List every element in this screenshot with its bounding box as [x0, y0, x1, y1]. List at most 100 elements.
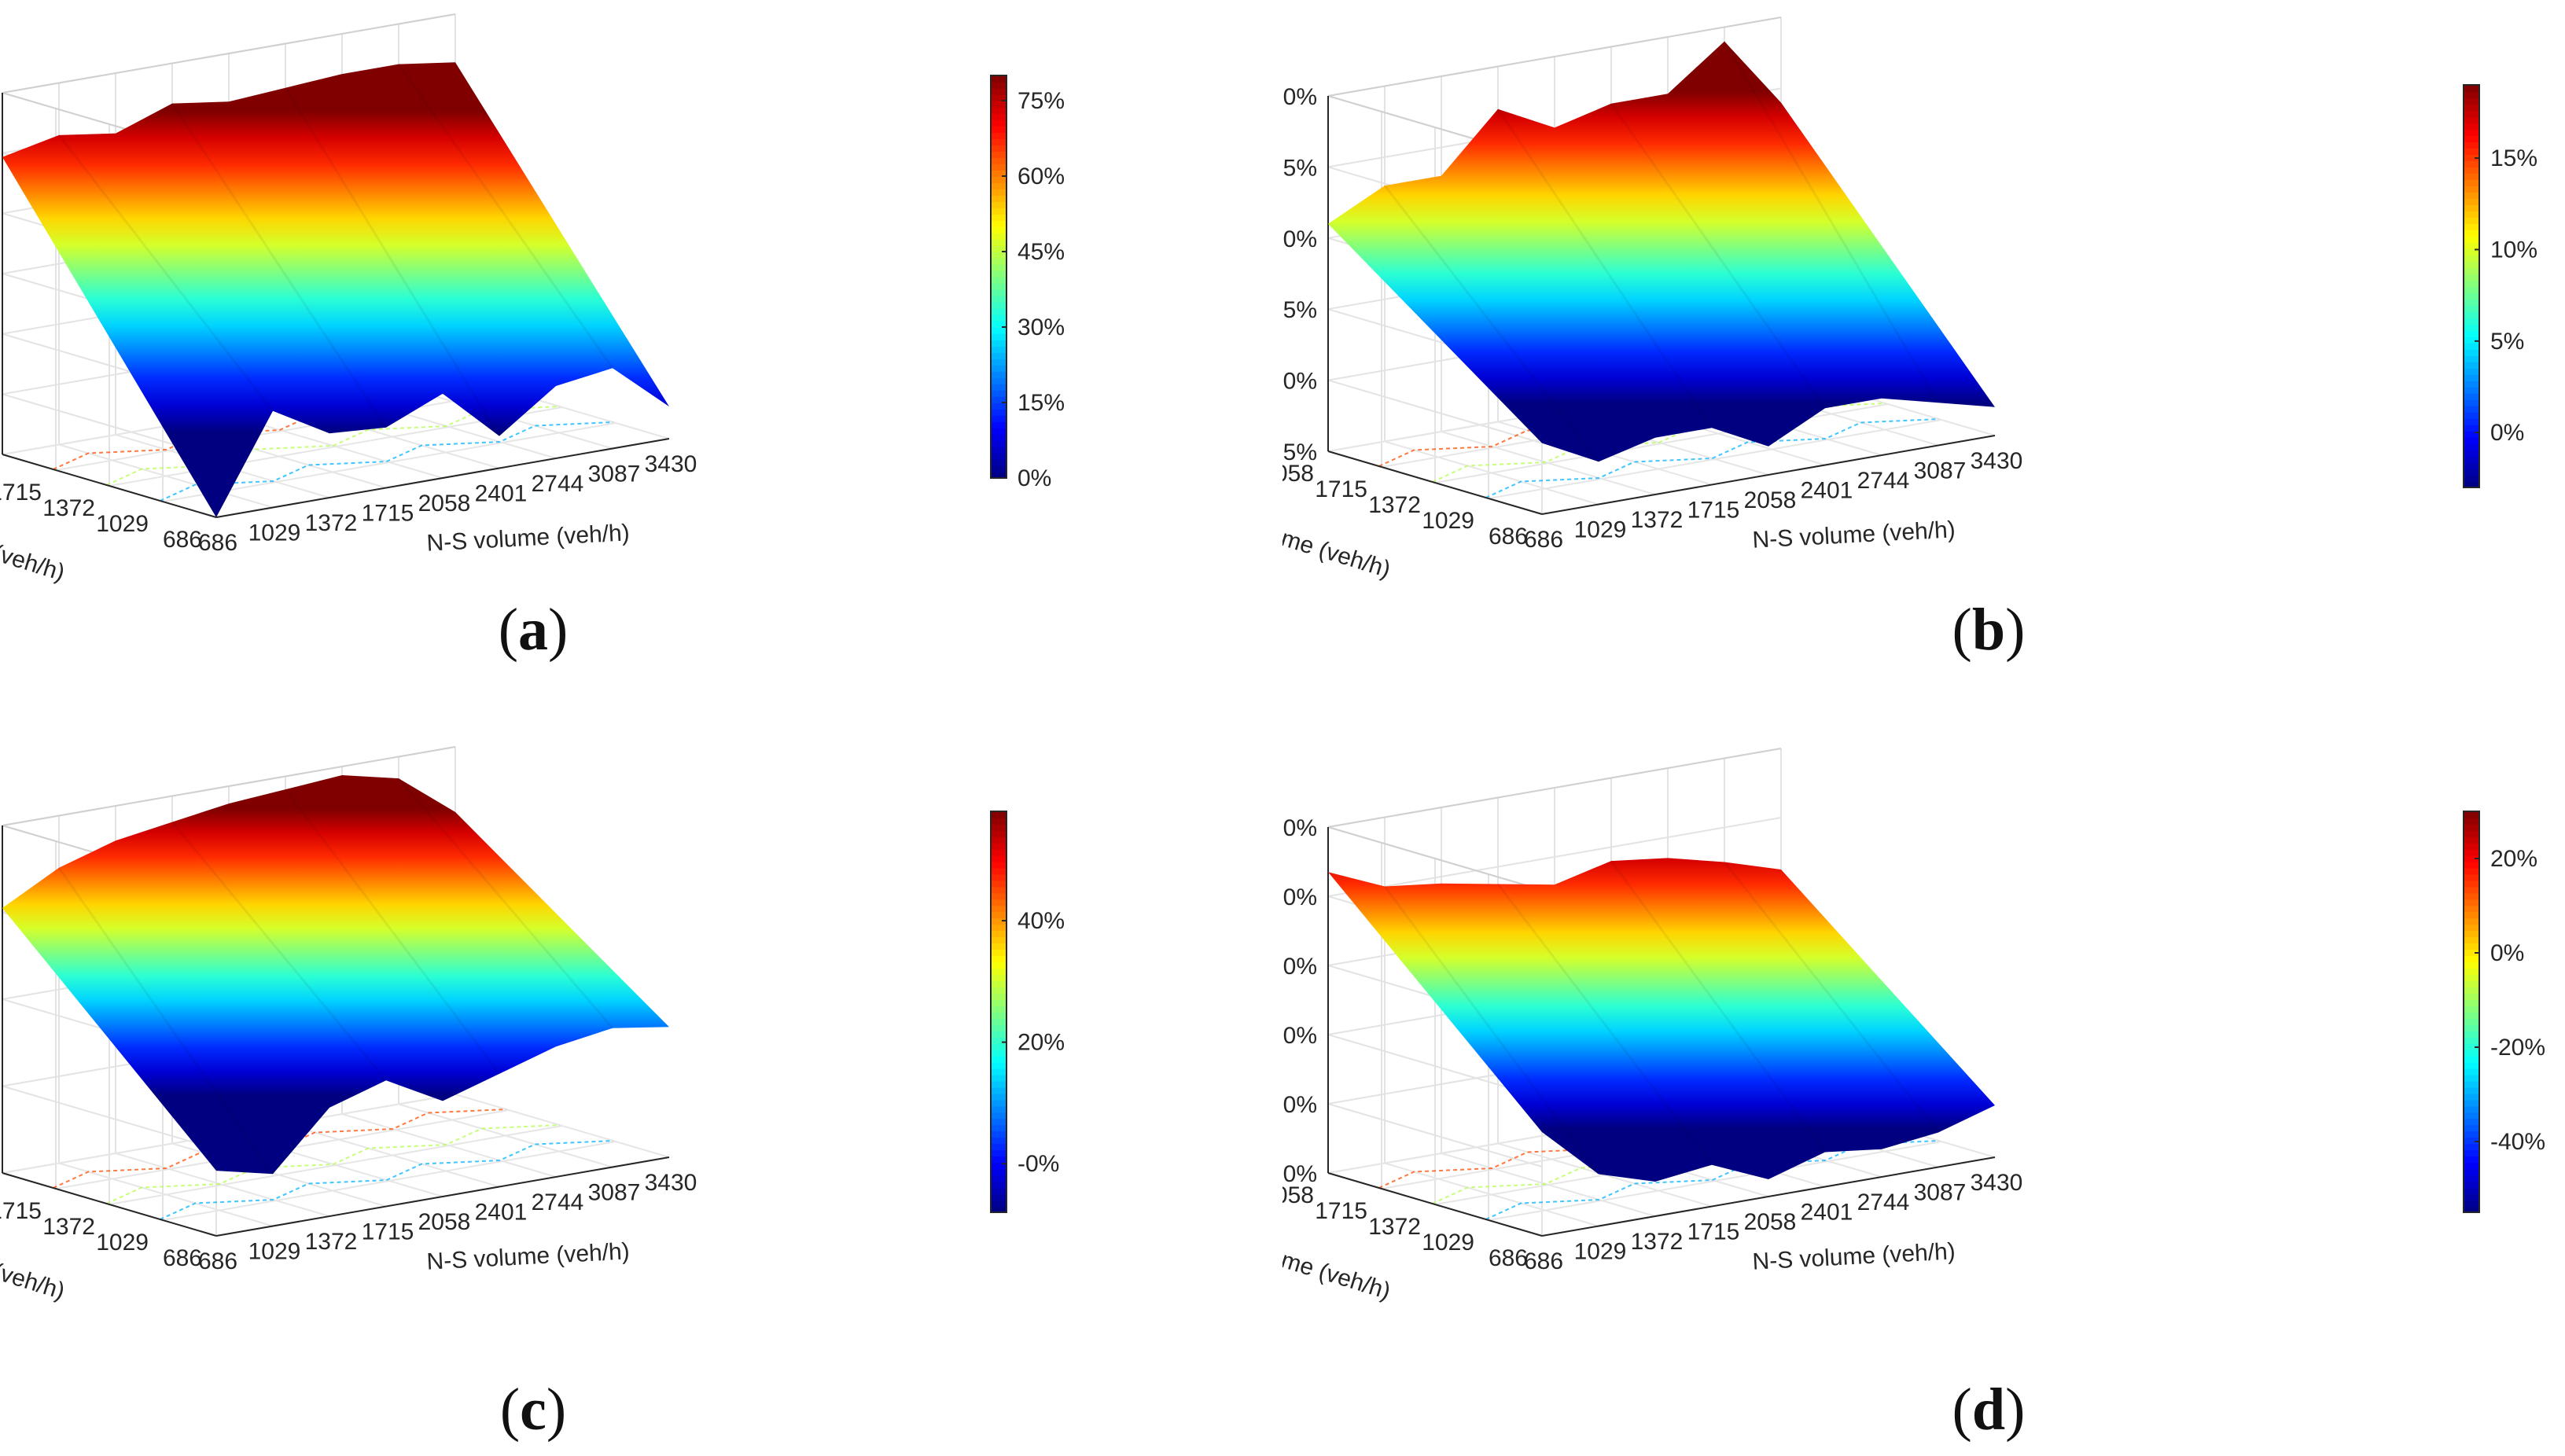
colorbar-segment — [2464, 91, 2479, 98]
ns-tick-label: 3087 — [588, 461, 641, 487]
ns-tick-label: 2058 — [1744, 1209, 1797, 1235]
colorbar-segment — [991, 1030, 1006, 1038]
colorbar-segment — [2464, 186, 2479, 193]
z-tick-label: 40% — [1282, 815, 1317, 841]
colorbar-segment — [2464, 1080, 2479, 1088]
colorbar-segment — [991, 1074, 1006, 1082]
ew-tick-label: 1715 — [0, 1198, 42, 1224]
ns-tick-label: 1029 — [1574, 517, 1627, 543]
colorbar-segment — [991, 119, 1006, 127]
ns-tick-label: 1715 — [1687, 1219, 1740, 1245]
colorbar-segment — [2464, 292, 2479, 300]
colorbar-segment — [2464, 330, 2479, 337]
colorbar-segment — [991, 421, 1006, 428]
colorbar-segment — [991, 82, 1006, 89]
data-surface — [1328, 858, 1995, 1182]
colorbar-segment — [991, 164, 1006, 171]
colorbar-segment — [2464, 1162, 2479, 1170]
colorbar-segment — [991, 811, 1006, 818]
colorbar-segment — [2464, 311, 2479, 318]
z-tick-label: 20% — [1282, 84, 1317, 110]
colorbar-segment — [2464, 418, 2479, 425]
ns-tick-label: 686 — [1524, 1248, 1563, 1274]
colorbar-segment — [991, 440, 1006, 447]
colorbar-tick-label: -20% — [2490, 1035, 2545, 1061]
colorbar-segment — [991, 252, 1006, 259]
colorbar-segment — [991, 409, 1006, 416]
colorbar-segment — [2464, 374, 2479, 381]
ns-tick-label: 2744 — [532, 471, 584, 497]
ew-tick-label: 1372 — [42, 495, 95, 521]
colorbar-segment — [991, 861, 1006, 869]
colorbar-segment — [2464, 1068, 2479, 1075]
colorbar-segment — [2464, 324, 2479, 331]
ns-tick-label: 1372 — [1631, 1229, 1684, 1255]
colorbar-segment — [991, 434, 1006, 441]
colorbar-segment — [991, 245, 1006, 252]
z-tick-label: -40% — [1282, 1092, 1317, 1118]
surface-ridge — [1383, 185, 1600, 463]
colorbar-tick-label: 60% — [1018, 164, 1065, 189]
colorbar-segment — [2464, 204, 2479, 211]
colorbar-segment — [2464, 1181, 2479, 1188]
ns-tick-label: 3430 — [1971, 1170, 2023, 1196]
ns-tick-label: 2058 — [418, 1209, 471, 1235]
colorbar-segment — [2464, 1012, 2479, 1019]
colorbar-tick-label: -40% — [2490, 1129, 2545, 1155]
colorbar-segment — [2464, 811, 2479, 818]
colorbar-segment — [991, 924, 1006, 932]
colorbar-segment — [991, 818, 1006, 825]
colorbar-segment — [2464, 1124, 2479, 1132]
colorbar-segment — [991, 1124, 1006, 1132]
colorbar-segment — [991, 428, 1006, 435]
colorbar-segment — [991, 873, 1006, 881]
colorbar-segment — [991, 855, 1006, 862]
colorbar-segment — [2464, 362, 2479, 369]
ns-tick-label: 1372 — [305, 510, 358, 536]
surface-chart-c: -20%0%20%40%60%6861029137217152058240127… — [0, 746, 1065, 1304]
ew-tick-label: 1372 — [42, 1214, 95, 1240]
colorbar-segment — [2464, 355, 2479, 362]
colorbar-segment — [2464, 154, 2479, 161]
colorbar-segment — [991, 88, 1006, 95]
colorbar-segment — [991, 201, 1006, 208]
colorbar-segment — [2464, 230, 2479, 237]
z-tick-label: -5% — [1282, 439, 1317, 465]
colorbar-segment — [991, 145, 1006, 152]
ns-tick-label: 2058 — [1744, 487, 1797, 513]
colorbar-segment — [2464, 1131, 2479, 1138]
ns-tick-label: 3087 — [1914, 1180, 1967, 1206]
colorbar-segment — [991, 113, 1006, 120]
y-axis-line — [1327, 1172, 1543, 1237]
ns-tick-label: 2744 — [1857, 468, 1910, 494]
colorbar-tick-label: 45% — [1018, 239, 1065, 265]
data-surface — [2, 775, 669, 1175]
colorbar-segment — [2464, 255, 2479, 262]
colorbar-segment — [2464, 1061, 2479, 1069]
colorbar-segment — [2464, 974, 2479, 981]
colorbar-segment — [2464, 481, 2479, 488]
colorbar-segment — [2464, 179, 2479, 186]
colorbar-segment — [2464, 211, 2479, 218]
colorbar-segment — [2464, 905, 2479, 913]
ns-tick-label: 2401 — [475, 1200, 528, 1226]
panel-letter-a: a — [518, 597, 548, 663]
colorbar-segment — [991, 1162, 1006, 1170]
floor-grid-line — [55, 391, 510, 471]
colorbar-segment — [2464, 917, 2479, 925]
colorbar-segment — [991, 195, 1006, 202]
surface-chart-d: -60%-40%-20%0%20%40%68610291372171520582… — [1282, 748, 2545, 1304]
floor-grid-line — [1488, 1141, 1942, 1221]
ns-tick-label: 686 — [1524, 527, 1563, 553]
surface-ridge — [1610, 102, 1827, 410]
x-axis-line — [215, 438, 670, 518]
surface-ridge — [57, 866, 274, 1175]
colorbar-segment — [2464, 829, 2479, 837]
ns-tick-label: 3087 — [588, 1180, 641, 1206]
colorbar-segment — [991, 955, 1006, 963]
colorbar-segment — [2464, 393, 2479, 400]
colorbar-segment — [991, 999, 1006, 1006]
colorbar-segment — [2464, 880, 2479, 888]
colorbar-segment — [991, 848, 1006, 856]
colorbar-segment — [2464, 936, 2479, 944]
